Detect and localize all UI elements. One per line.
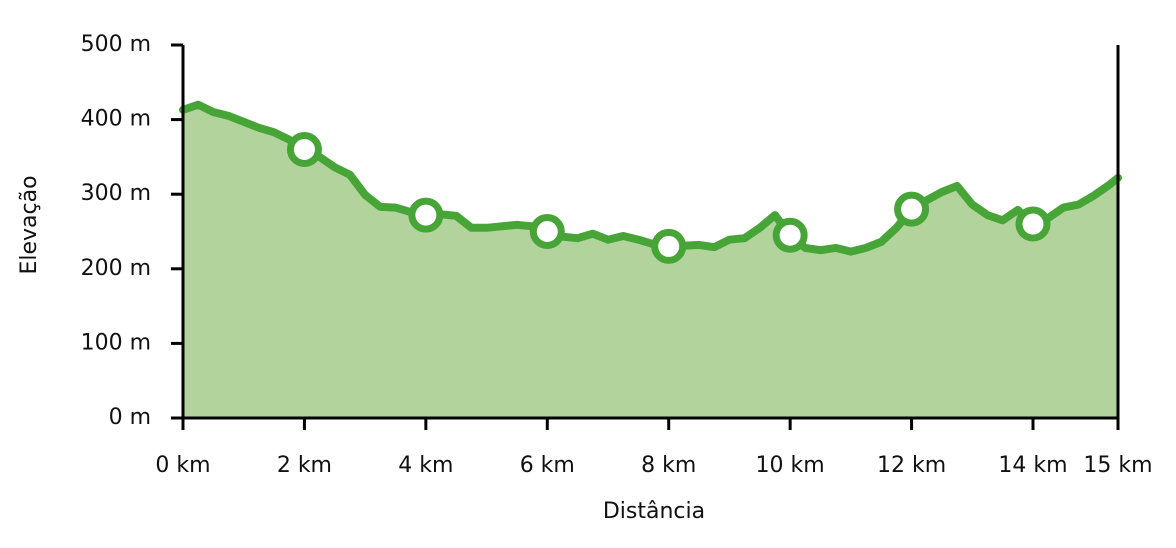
waypoint-marker [651, 228, 687, 264]
y-tick-label: 0 m [109, 405, 151, 430]
waypoint-marker [408, 197, 444, 233]
x-tick-label: 10 km [756, 453, 825, 478]
waypoint-marker [894, 191, 930, 227]
area-fill [183, 104, 1118, 418]
x-tick-label: 12 km [877, 453, 946, 478]
x-tick-label: 0 km [155, 453, 210, 478]
x-axis-title: Distância [603, 499, 705, 524]
x-tick-label: 8 km [641, 453, 696, 478]
x-tick-label: 4 km [398, 453, 453, 478]
y-tick-label: 200 m [81, 256, 151, 281]
y-axis-title: Elevação [17, 175, 42, 274]
x-tick-label: 2 km [277, 453, 332, 478]
x-tick-label: 15 km [1083, 453, 1152, 478]
waypoint-marker [529, 214, 565, 249]
y-tick-label: 100 m [81, 330, 151, 355]
y-tick-label: 500 m [81, 32, 151, 57]
waypoint-marker [1015, 206, 1051, 242]
y-tick-label: 300 m [81, 181, 151, 206]
waypoint-marker [772, 217, 808, 253]
y-tick-label: 400 m [81, 107, 151, 132]
x-tick-label: 14 km [998, 453, 1067, 478]
waypoint-marker [286, 131, 322, 167]
x-tick-label: 6 km [520, 453, 575, 478]
